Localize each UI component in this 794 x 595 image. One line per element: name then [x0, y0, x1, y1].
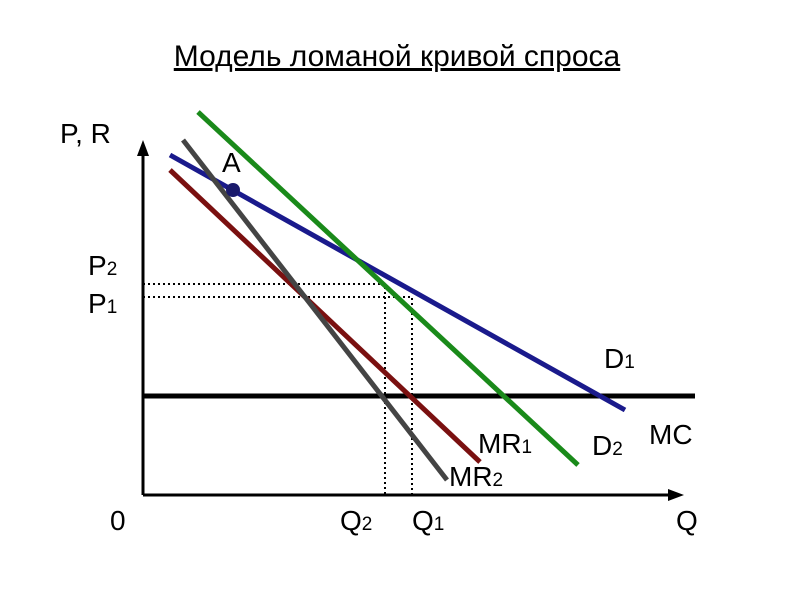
label-sub: 2 [107, 259, 118, 280]
p2-label: P2 [88, 250, 117, 281]
label-base: P [88, 250, 107, 281]
mr1-line [168, 168, 482, 464]
guide-p2-q2 [143, 283, 386, 495]
label-base: Q [412, 505, 434, 536]
label-sub: 1 [434, 514, 445, 535]
x-axis-label: Q [676, 505, 698, 536]
label-sub: 1 [522, 437, 533, 458]
label-base: MR [449, 461, 493, 492]
mr2-line [181, 138, 449, 482]
label-base: MR [478, 428, 522, 459]
label-sub: 2 [493, 470, 504, 491]
guide-p1-q1 [143, 296, 413, 495]
d1-line [168, 152, 627, 413]
label-sub: 2 [362, 514, 373, 535]
point-a [226, 183, 240, 197]
y-axis-label: P, R [60, 118, 111, 149]
label-base: D [592, 430, 612, 461]
origin-label: 0 [110, 505, 126, 536]
mr1-label: MR1 [478, 428, 532, 459]
d2-label: D2 [592, 430, 623, 461]
point-label: A [222, 147, 241, 178]
label-sub: 2 [612, 439, 623, 460]
label-base: Q [340, 505, 362, 536]
p1-label: P1 [88, 288, 117, 319]
x-arrow [668, 489, 684, 501]
mr2-label: MR2 [449, 461, 503, 492]
d2-line [196, 110, 580, 467]
label-base: P [88, 288, 107, 319]
q2-label: Q2 [340, 505, 372, 536]
title: Модель ломаной кривой спроса [174, 40, 621, 73]
label-base: D [604, 343, 624, 374]
mc-label: MC [649, 419, 693, 450]
d1-label: D1 [604, 343, 635, 374]
y-arrow [137, 140, 149, 156]
label-sub: 1 [107, 297, 118, 318]
q1-label: Q1 [412, 505, 444, 536]
label-sub: 1 [624, 352, 635, 373]
